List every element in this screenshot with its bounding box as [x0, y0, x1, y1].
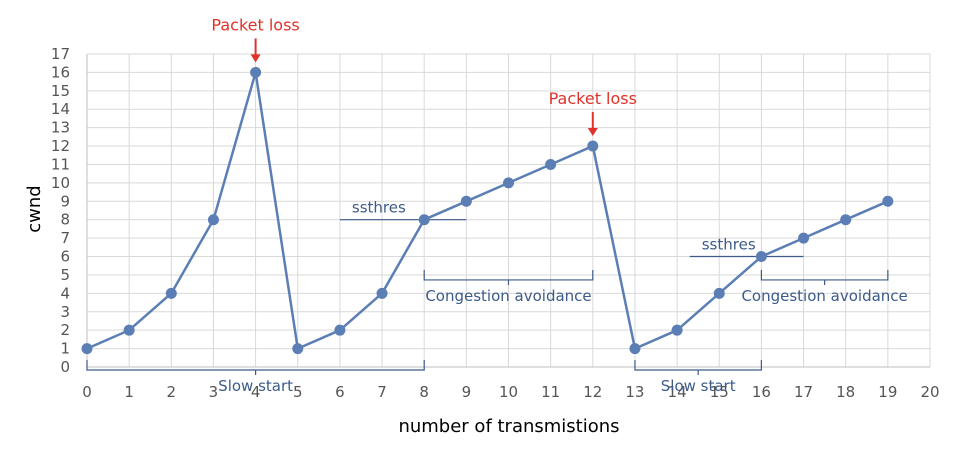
y-tick-label: 0	[60, 358, 70, 376]
x-tick-label: 0	[82, 383, 92, 401]
axes: 0 1 2 3 4 5 6 7 8 9 10 11 12 13 14 15 16 17 18 19 2001234567…	[51, 45, 940, 401]
data-point	[755, 251, 767, 263]
y-tick-label: 10	[51, 174, 70, 192]
packet-loss-label: Packet loss	[549, 89, 637, 108]
data-point	[123, 324, 135, 336]
data-point	[798, 232, 810, 244]
ssthres-label: ssthres	[702, 236, 756, 254]
data-point	[882, 195, 894, 207]
data-point	[165, 287, 177, 299]
data-point	[629, 343, 641, 355]
data-point	[334, 324, 346, 336]
x-tick-label: 5	[293, 383, 303, 401]
y-tick-label: 9	[60, 192, 70, 210]
y-tick-label: 6	[60, 248, 70, 266]
y-tick-label: 4	[60, 284, 70, 302]
brace-label: Slow start	[218, 377, 293, 395]
data-point	[503, 177, 514, 189]
y-tick-label: 3	[60, 303, 70, 321]
y-tick-label: 1	[60, 340, 70, 358]
data-point	[292, 343, 304, 355]
data-point	[840, 214, 852, 226]
x-tick-label: 12	[583, 383, 602, 401]
grid	[87, 53, 931, 367]
annotations: Slow start Congestion avoidance Slow start…	[86, 15, 908, 395]
data-point	[545, 158, 557, 170]
brace	[634, 360, 762, 375]
series-line	[86, 71, 889, 350]
y-tick-label: 8	[60, 211, 70, 229]
x-axis-label: number of transmistions	[398, 416, 619, 437]
data-point	[207, 214, 219, 226]
y-tick-label: 17	[51, 45, 70, 63]
x-tick-label: 20	[920, 383, 939, 401]
packet-loss-arrowhead	[587, 128, 598, 137]
data-point	[250, 66, 262, 78]
packet-loss-arrowhead	[250, 54, 261, 63]
x-tick-label: 10	[499, 383, 518, 401]
y-tick-label: 2	[60, 321, 70, 339]
brace	[423, 269, 594, 285]
packet-loss-label: Packet loss	[211, 15, 299, 34]
x-tick-label: 3	[209, 383, 219, 401]
data-point	[713, 287, 725, 299]
brace-label: Congestion avoidance	[741, 287, 907, 305]
x-tick-label: 1	[124, 383, 134, 401]
y-tick-label: 7	[60, 229, 70, 247]
brace-label: Slow start	[661, 377, 736, 395]
data-point	[418, 214, 430, 226]
x-tick-label: 15	[710, 383, 729, 401]
ssthres-label: ssthres	[352, 199, 406, 217]
data-point	[671, 324, 683, 336]
brace	[760, 269, 889, 285]
x-tick-label: 7	[377, 383, 387, 401]
x-tick-label: 11	[541, 383, 560, 401]
x-tick-label: 6	[335, 383, 345, 401]
y-tick-label: 14	[51, 100, 70, 118]
y-tick-label: 5	[60, 266, 70, 284]
x-tick-label: 18	[836, 383, 855, 401]
y-axis-label: cwnd	[24, 185, 45, 232]
x-tick-label: 16	[752, 383, 771, 401]
y-tick-label: 16	[51, 63, 70, 81]
x-tick-label: 14	[668, 383, 687, 401]
series	[81, 66, 894, 355]
x-tick-label: 17	[794, 383, 813, 401]
data-point	[587, 140, 599, 152]
brace-label: Congestion avoidance	[425, 287, 591, 305]
x-tick-label: 9	[462, 383, 472, 401]
x-tick-label: 8	[419, 383, 429, 401]
y-tick-label: 11	[51, 155, 70, 173]
y-tick-label: 13	[51, 119, 70, 137]
y-tick-label: 12	[51, 137, 70, 155]
x-tick-label: 2	[167, 383, 177, 401]
x-tick-label: 4	[251, 383, 261, 401]
x-tick-label: 19	[878, 383, 897, 401]
y-tick-label: 15	[51, 82, 70, 100]
data-point	[376, 287, 388, 299]
data-point	[460, 195, 472, 207]
x-tick-label: 13	[625, 383, 644, 401]
brace	[86, 360, 425, 375]
data-point	[81, 343, 93, 355]
